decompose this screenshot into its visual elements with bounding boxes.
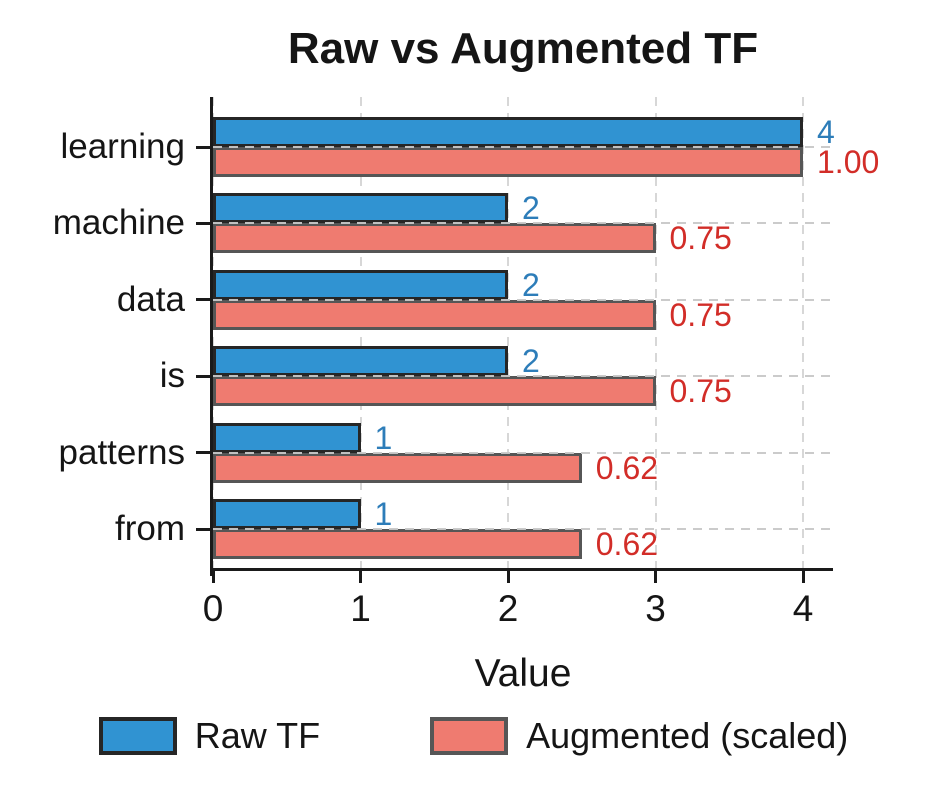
x-tick-1 bbox=[359, 571, 362, 583]
category-label-is: is bbox=[159, 356, 185, 396]
bar-raw-tf-is bbox=[213, 346, 508, 377]
bar-raw-tf-learning bbox=[213, 117, 803, 147]
y-tick-patterns bbox=[196, 451, 210, 455]
bar-augmented-scaled--data bbox=[213, 299, 656, 330]
bar-value-label: 1 bbox=[374, 419, 393, 456]
y-tick-from bbox=[196, 527, 210, 531]
category-label-learning: learning bbox=[60, 127, 185, 166]
bar-value-label: 1 bbox=[374, 496, 393, 532]
gridline-x-2 bbox=[507, 97, 509, 568]
x-tick-label: 0 bbox=[202, 588, 224, 629]
x-tick-label: 3 bbox=[645, 588, 666, 629]
bar-value-label: 1.00 bbox=[817, 144, 880, 180]
x-tick-2 bbox=[506, 571, 510, 583]
bar-value-label: 0.75 bbox=[669, 373, 732, 410]
gridline-y-learning bbox=[213, 146, 833, 148]
bar-augmented-scaled--is bbox=[213, 376, 656, 407]
legend-item-raw-tf: Raw TF bbox=[98, 715, 321, 757]
x-tick-0 bbox=[211, 571, 215, 583]
bar-augmented-scaled--from bbox=[213, 529, 582, 559]
bar-augmented-scaled--learning bbox=[213, 147, 803, 177]
bar-raw-tf-data bbox=[213, 269, 508, 300]
legend-label-raw-tf: Raw TF bbox=[194, 715, 321, 756]
gridline-x-4 bbox=[802, 97, 804, 568]
legend: Raw TF Augmented (scaled) bbox=[0, 712, 947, 760]
category-label-patterns: patterns bbox=[58, 432, 185, 472]
legend-swatch-raw-tf bbox=[98, 717, 177, 755]
category-label-from: from bbox=[115, 509, 185, 548]
bar-value-label: 4 bbox=[817, 114, 835, 150]
bar-augmented-scaled--patterns bbox=[213, 452, 582, 483]
x-tick-label: 1 bbox=[350, 588, 371, 629]
gridline-x-0 bbox=[212, 97, 214, 568]
x-tick-3 bbox=[654, 571, 657, 583]
category-label-machine: machine bbox=[52, 203, 185, 243]
bar-value-label: 2 bbox=[522, 343, 540, 380]
bar-value-label: 0.75 bbox=[669, 220, 732, 257]
y-axis-spine bbox=[210, 97, 213, 576]
legend-item-augmented: Augmented (scaled) bbox=[430, 715, 848, 757]
x-tick-label: 4 bbox=[792, 588, 814, 629]
bar-value-label: 0.62 bbox=[595, 449, 659, 486]
gridline-x-1 bbox=[359, 97, 362, 568]
bar-raw-tf-from bbox=[213, 499, 361, 529]
gridline-y-patterns bbox=[213, 451, 833, 454]
bar-value-label: 0.62 bbox=[595, 526, 659, 562]
bar-value-label: 2 bbox=[522, 190, 540, 227]
x-axis-spine bbox=[210, 568, 833, 571]
bar-value-label: 2 bbox=[522, 266, 540, 303]
gridline-y-data bbox=[213, 298, 833, 301]
bar-raw-tf-patterns bbox=[213, 422, 361, 453]
gridline-x-3 bbox=[654, 97, 657, 568]
gridline-y-machine bbox=[213, 222, 833, 225]
gridline-y-from bbox=[213, 528, 833, 530]
category-label-data: data bbox=[116, 279, 185, 319]
x-tick-label: 2 bbox=[497, 588, 519, 629]
gridline-y-is bbox=[213, 375, 833, 378]
legend-swatch-augmented bbox=[430, 717, 509, 755]
bar-raw-tf-machine bbox=[213, 193, 508, 224]
x-axis-label: Value bbox=[474, 652, 572, 695]
chart-title: Raw vs Augmented TF bbox=[287, 24, 759, 73]
y-tick-learning bbox=[196, 145, 210, 149]
bar-value-label: 0.75 bbox=[669, 296, 732, 333]
x-tick-4 bbox=[801, 571, 805, 583]
y-tick-machine bbox=[196, 221, 210, 225]
y-tick-is bbox=[196, 374, 210, 378]
y-tick-data bbox=[196, 298, 210, 302]
bar-augmented-scaled--machine bbox=[213, 223, 656, 254]
legend-label-augmented: Augmented (scaled) bbox=[526, 715, 849, 756]
